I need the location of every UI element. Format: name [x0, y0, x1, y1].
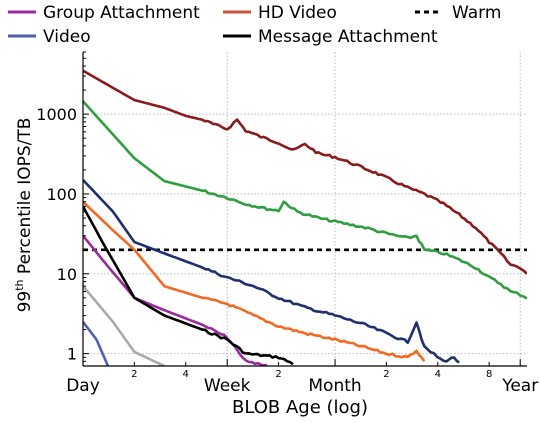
- series-line-7: [83, 200, 426, 362]
- y-axis-title-sup: th: [13, 279, 26, 290]
- x-minor-tick-label: 2: [275, 369, 281, 380]
- y-tick-label: 1: [67, 345, 77, 364]
- y-tick-label: 10: [57, 265, 77, 284]
- x-tick-label: Week: [204, 376, 251, 396]
- y-axis-title-base: 99: [15, 291, 35, 313]
- y-axis-title: 99th Percentile IOPS/TB: [13, 118, 35, 313]
- y-tick-label: 1000: [36, 105, 77, 124]
- legend-label: Video: [43, 27, 91, 47]
- y-tick-label: 100: [46, 185, 77, 204]
- x-axis-title: BLOB Age (log): [232, 397, 368, 418]
- series-layer: [83, 69, 527, 366]
- legend-item: Message Attachment: [223, 27, 438, 47]
- legend-label-warm: Warm: [452, 3, 501, 23]
- axes: 1 10 100 1000 Day Week Month Year 2 4 2 2 4 8: [36, 51, 538, 396]
- x-tick-label: Year: [501, 376, 538, 396]
- legend: Group Attachment HD Video Video Message Att…: [8, 3, 501, 47]
- plot-area: [83, 69, 527, 366]
- series-line-8: [83, 285, 165, 366]
- legend-item: Video: [8, 27, 91, 47]
- series-line-4: [83, 69, 527, 275]
- series-line-2: [83, 321, 110, 366]
- legend-label: Message Attachment: [258, 27, 438, 47]
- legend-label: Group Attachment: [43, 3, 200, 23]
- x-minor-tick-label: 4: [435, 369, 441, 380]
- x-minor-tick-label: 4: [183, 369, 189, 380]
- x-tick-label: Month: [308, 376, 361, 396]
- x-minor-tick-label: 2: [383, 369, 389, 380]
- x-tick-label: Day: [66, 376, 100, 396]
- legend-item-warm: Warm: [415, 3, 501, 23]
- x-minor-tick-label: 2: [131, 369, 137, 380]
- x-minor-tick-label: 8: [486, 369, 492, 380]
- legend-item: Group Attachment: [8, 3, 200, 23]
- y-axis-title-rest: Percentile IOPS/TB: [15, 118, 35, 280]
- series-line-3: [83, 205, 294, 366]
- legend-item: HD Video: [223, 3, 337, 23]
- series-line-5: [83, 100, 527, 300]
- legend-label: HD Video: [258, 3, 337, 23]
- series-line-0: [83, 234, 268, 366]
- series-line-6: [83, 179, 460, 364]
- grid: [82, 52, 527, 366]
